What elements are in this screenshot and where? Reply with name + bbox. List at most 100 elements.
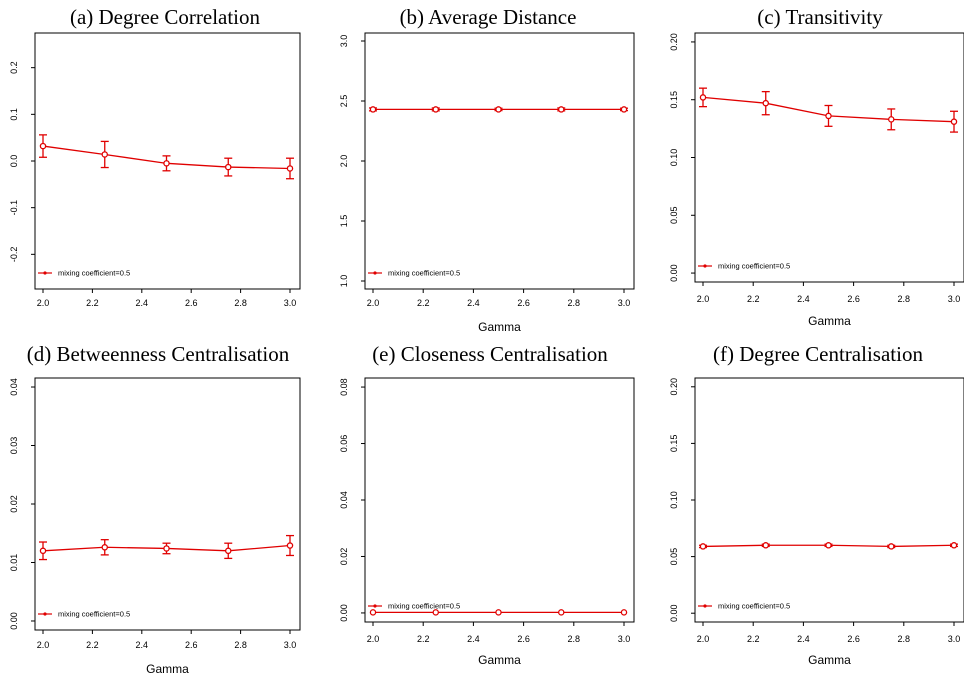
y-tick-label: 2.5 — [339, 95, 349, 108]
x-tick-label: 2.2 — [417, 298, 430, 308]
x-tick-label: 2.2 — [86, 640, 99, 650]
y-tick-label: 0.08 — [339, 378, 349, 396]
data-point — [950, 542, 958, 549]
y-tick-label: 0.00 — [669, 264, 679, 282]
y-tick-label: 0.03 — [9, 437, 19, 455]
x-tick-label: 2.8 — [234, 640, 247, 650]
legend-marker — [43, 612, 47, 616]
y-tick-label: 0.1 — [9, 108, 19, 121]
x-tick-label: 2.0 — [37, 298, 50, 308]
y-tick-label: 0.04 — [339, 491, 349, 509]
data-point — [495, 106, 502, 113]
legend-marker — [373, 604, 377, 608]
plot-frame — [694, 377, 964, 623]
chart-title: (c) Transitivity — [757, 5, 883, 29]
x-tick-label: 2.0 — [697, 634, 710, 644]
data-point — [101, 544, 109, 551]
x-axis-label: Gamma — [808, 314, 851, 328]
y-tick-label: 0.10 — [669, 491, 679, 509]
legend-marker — [703, 264, 707, 268]
data-point — [432, 609, 439, 616]
x-tick-label: 3.0 — [948, 294, 961, 304]
x-tick-label: 2.6 — [185, 298, 198, 308]
data-point — [699, 543, 707, 550]
x-axis-label: Gamma — [478, 320, 521, 334]
legend-marker — [43, 271, 47, 275]
legend-label: mixing coefficient=0.5 — [718, 262, 790, 271]
x-tick-label: 3.0 — [284, 640, 297, 650]
y-tick-label: -0.1 — [9, 200, 19, 216]
data-point — [286, 165, 294, 172]
y-tick-label: 0.15 — [669, 91, 679, 109]
data-point — [163, 545, 170, 552]
x-axis-label: Gamma — [146, 662, 189, 676]
x-tick-label: 2.0 — [367, 298, 380, 308]
x-tick-label: 2.4 — [467, 634, 480, 644]
x-tick-label: 2.0 — [697, 294, 710, 304]
y-tick-label: 0.06 — [339, 435, 349, 453]
chart-title: (a) Degree Correlation — [70, 5, 261, 29]
x-tick-label: 2.8 — [898, 634, 911, 644]
data-point — [888, 116, 895, 123]
x-tick-label: 2.8 — [234, 298, 247, 308]
y-tick-label: 1.5 — [339, 215, 349, 228]
y-tick-label: 0.15 — [669, 435, 679, 453]
x-tick-label: 3.0 — [284, 298, 297, 308]
x-tick-label: 2.4 — [797, 634, 810, 644]
x-tick-label: 2.4 — [136, 298, 149, 308]
plot-frame — [364, 32, 635, 290]
data-point — [101, 151, 109, 158]
x-tick-label: 2.2 — [747, 294, 760, 304]
y-tick-label: 1.0 — [339, 275, 349, 288]
x-tick-label: 2.4 — [136, 640, 149, 650]
y-tick-label: 0.00 — [669, 604, 679, 622]
x-tick-label: 2.2 — [86, 298, 99, 308]
chart-title: (e) Closeness Centralisation — [372, 342, 608, 366]
data-point — [620, 106, 628, 113]
data-point — [369, 106, 377, 113]
legend-label: mixing coefficient=0.5 — [388, 602, 460, 611]
y-tick-label: 0.2 — [9, 61, 19, 74]
data-point — [558, 609, 565, 616]
y-tick-label: 0.05 — [669, 207, 679, 225]
data-point — [888, 543, 895, 550]
data-point — [163, 160, 170, 167]
x-tick-label: 2.0 — [367, 634, 380, 644]
data-point — [950, 118, 958, 125]
data-point — [286, 542, 294, 549]
data-point — [699, 94, 707, 101]
data-point — [432, 106, 439, 113]
y-tick-label: 0.02 — [9, 495, 19, 513]
x-tick-label: 2.6 — [847, 294, 860, 304]
x-tick-label: 2.2 — [747, 634, 760, 644]
y-tick-label: 0.00 — [9, 612, 19, 630]
data-point — [224, 547, 232, 555]
x-tick-label: 2.6 — [517, 298, 530, 308]
chart-panel-4: (d) Betweenness Centralisation 2.0 2.2 2.4 2… — [9, 342, 301, 676]
data-point — [620, 609, 628, 616]
data-point — [825, 542, 832, 549]
y-tick-label: 0.10 — [669, 149, 679, 167]
x-tick-label: 2.0 — [37, 640, 50, 650]
data-point — [224, 163, 232, 171]
x-axis-label: Gamma — [808, 653, 851, 667]
data-point — [762, 99, 770, 107]
chart-title: (d) Betweenness Centralisation — [27, 342, 290, 366]
x-tick-label: 2.6 — [847, 634, 860, 644]
data-point — [369, 609, 377, 616]
x-tick-label: 2.6 — [517, 634, 530, 644]
legend-marker — [373, 271, 377, 275]
chart-title: (b) Average Distance — [400, 5, 577, 29]
chart-panel-6: (f) Degree Centralisation 2.0 2.2 2.4 2.6 2.8… — [669, 342, 964, 667]
plot-frame — [34, 377, 301, 631]
data-point — [495, 609, 502, 616]
plot-frame — [694, 32, 964, 283]
legend-marker — [703, 604, 707, 608]
data-point — [39, 142, 47, 150]
y-tick-label: 0.0 — [9, 155, 19, 168]
chart-panel-5: (e) Closeness Centralisation 2.0 2.2 2.4 2.6… — [339, 342, 635, 667]
y-tick-label: 0.05 — [669, 548, 679, 566]
legend-label: mixing coefficient=0.5 — [58, 269, 130, 278]
legend-label: mixing coefficient=0.5 — [718, 602, 790, 611]
